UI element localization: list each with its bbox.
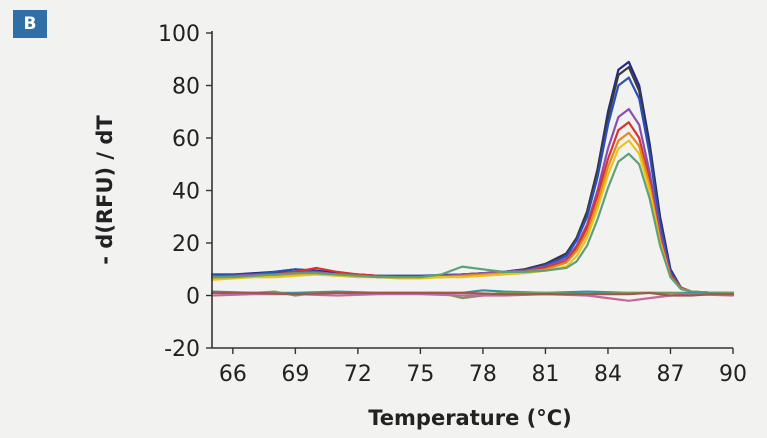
y-tick-label: 0 (186, 285, 200, 310)
y-tick-label: 40 (172, 180, 200, 205)
series-line-1 (210, 60, 735, 294)
x-tick-label: 69 (281, 362, 309, 387)
y-tick-label: 100 (158, 22, 200, 47)
x-tick-label: 66 (219, 362, 247, 387)
y-tick-label: 80 (172, 75, 200, 100)
x-axis-title: Temperature (°C) (368, 406, 571, 430)
y-axis-title: - d(RFU) / dT (93, 115, 117, 265)
series-line-8 (210, 152, 735, 294)
y-tick-label: 20 (172, 232, 200, 257)
y-tick-label: -20 (164, 337, 200, 362)
y-tick-label: 60 (172, 127, 200, 152)
plot-layer (210, 60, 735, 302)
panel-label-badge: B (13, 10, 47, 38)
x-tick-label: 87 (656, 362, 684, 387)
x-tick-label: 78 (469, 362, 497, 387)
x-tick-label: 90 (719, 362, 747, 387)
series-line-12 (210, 291, 735, 297)
series-line-4 (210, 108, 735, 294)
axes-layer: -20 0 20 40 60 80 100 66 69 72 75 78 81 84 87 90 (158, 22, 747, 387)
series-line-3 (210, 76, 735, 294)
x-tick-label: 84 (594, 362, 622, 387)
x-tick-label: 75 (406, 362, 434, 387)
series-line-2 (210, 66, 735, 294)
x-tick-label: 81 (531, 362, 559, 387)
x-tick-label: 72 (344, 362, 372, 387)
